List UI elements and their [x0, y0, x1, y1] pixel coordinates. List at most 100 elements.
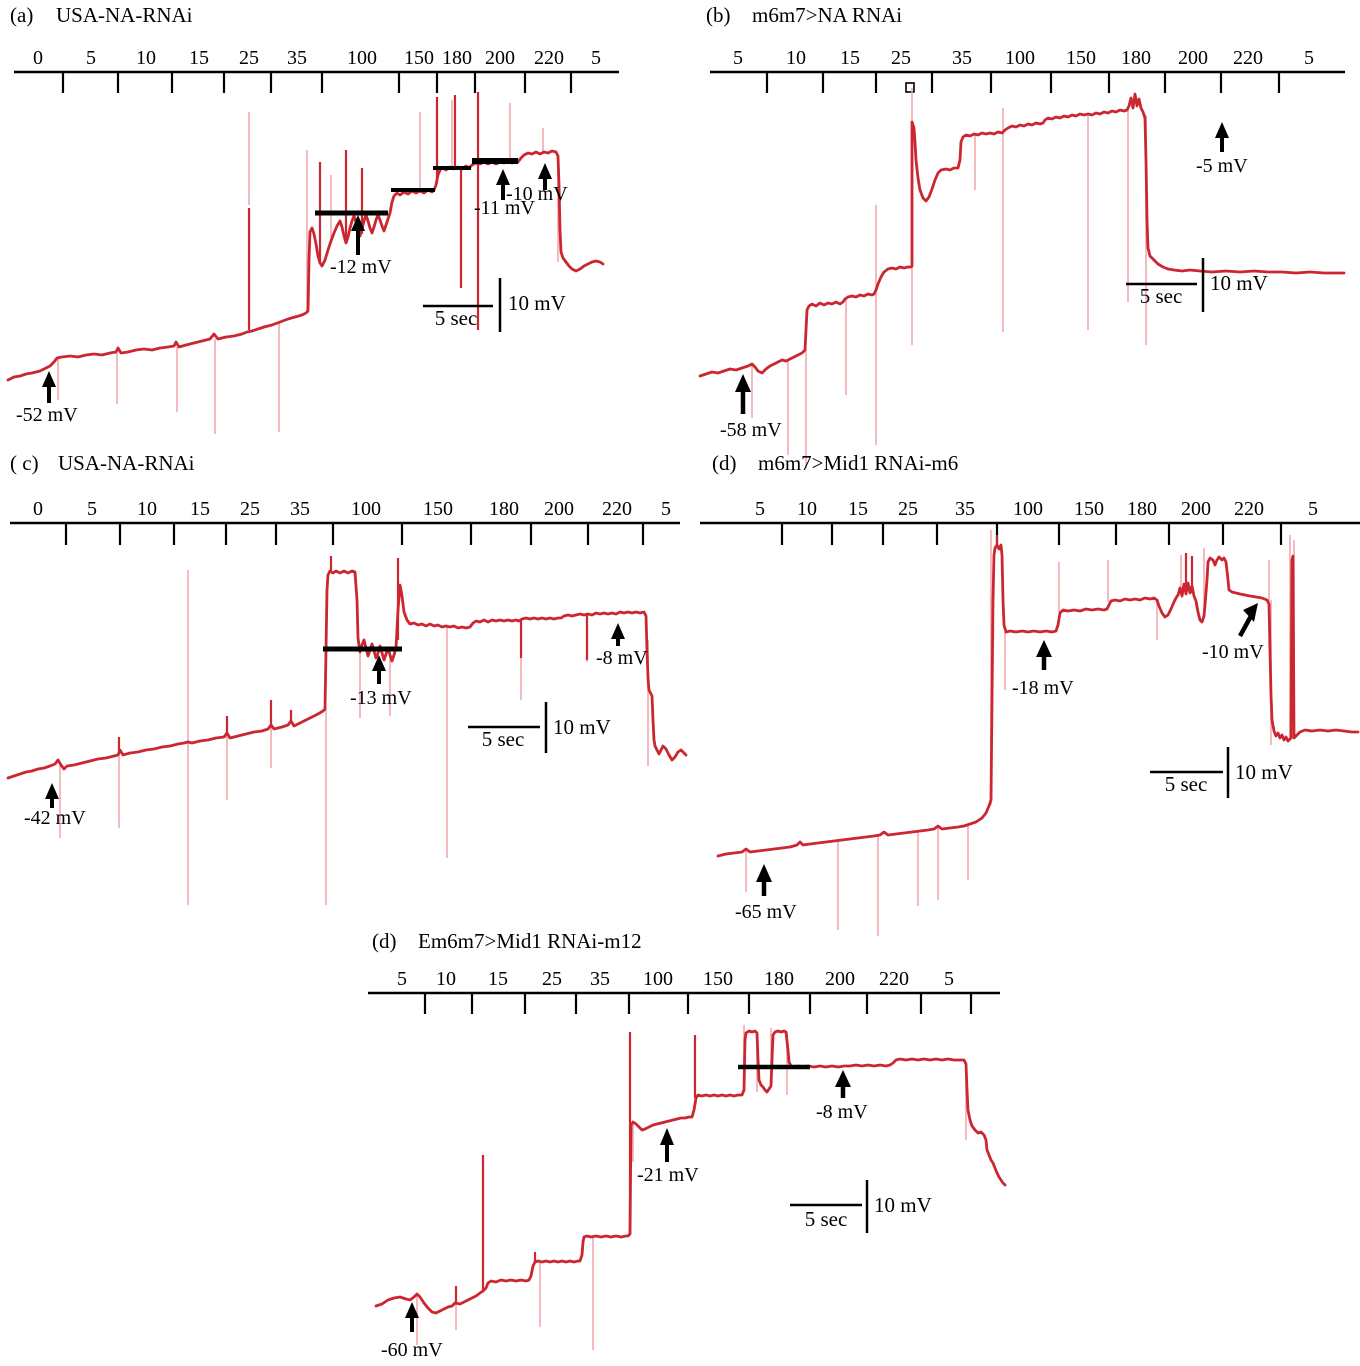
axis-e-label-2: 15: [488, 968, 508, 990]
axis-e-label-9: 220: [879, 968, 909, 990]
axis-a-label-9: 200: [485, 47, 515, 69]
panel-d-title: m6m7>Mid1 RNAi-m6: [758, 451, 958, 475]
axis-d-label-5: 100: [1013, 498, 1043, 520]
trace-b-light-spikes: [751, 88, 1147, 468]
axis-e-label-10: 5: [944, 968, 954, 990]
scalebar-e: 5 sec 10 mV: [790, 1180, 932, 1233]
axis-b-label-2: 15: [840, 47, 860, 69]
panel-a: (a) USA-NA-RNAi 0 5 10 15 25 35 100 150 …: [6, 3, 619, 434]
axis-b-label-10: 5: [1304, 47, 1314, 69]
annotation-d-18mv: -18 mV: [1012, 677, 1074, 699]
annotation-arrow-b-resting: -58 mV: [720, 374, 782, 441]
axis-b-label-9: 220: [1233, 47, 1263, 69]
annotation-arrow-d-resting: -65 mV: [735, 864, 797, 923]
scalebar-b: 5 sec 10 mV: [1126, 258, 1268, 312]
panel-b-tag: (b): [706, 3, 731, 27]
panel-c-title: USA-NA-RNAi: [58, 451, 195, 475]
panel-a-title: USA-NA-RNAi: [56, 3, 193, 27]
scalebar-c-time: 5 sec: [482, 727, 525, 751]
panel-d: (d) m6m7>Mid1 RNAi-m6 5 10 15 25 35 100 …: [700, 451, 1360, 936]
annotation-d-resting: -65 mV: [735, 901, 797, 923]
trace-d: [716, 543, 1360, 858]
axis-e-label-6: 150: [703, 968, 733, 990]
axis-c-label-5: 35: [290, 498, 310, 520]
small-square-marker: [905, 82, 915, 93]
annotation-b-5mv: -5 mV: [1196, 155, 1248, 177]
axis-e-label-1: 10: [436, 968, 456, 990]
annotation-arrow-a-10mv: -10 mV: [506, 163, 568, 205]
annotation-b-resting: -58 mV: [720, 419, 782, 441]
trace-c-dark-spikes: [117, 556, 589, 752]
panel-e-title: Em6m7>Mid1 RNAi-m12: [418, 929, 642, 953]
annotation-c-resting: -42 mV: [24, 807, 86, 829]
axis-a-label-10: 220: [534, 47, 564, 69]
axis-c-label-2: 10: [137, 498, 157, 520]
axis-b-label-4: 35: [952, 47, 972, 69]
axis-e-label-8: 200: [825, 968, 855, 990]
axis-b-label-7: 180: [1121, 47, 1151, 69]
axis-d-label-2: 15: [848, 498, 868, 520]
axis-d-label-10: 5: [1308, 498, 1318, 520]
scalebar-c: 5 sec 10 mV: [468, 702, 611, 753]
axis-e-label-7: 180: [764, 968, 794, 990]
trace-e-light-spikes: [416, 1025, 967, 1350]
annotation-arrow-c-resting: -42 mV: [24, 783, 86, 829]
axis-a-label-4: 25: [239, 47, 259, 69]
axis-c-label-4: 25: [240, 498, 260, 520]
annotation-arrow-b-5mv: -5 mV: [1196, 122, 1248, 177]
panel-e: (d) Em6m7>Mid1 RNAi-m12 5 10 15 25 35 10…: [368, 929, 1007, 1361]
trace-a-light-spikes: [57, 100, 559, 434]
axis-b-label-8: 200: [1178, 47, 1208, 69]
trace-d-light-spikes: [745, 530, 1295, 936]
annotation-arrow-e-resting: -60 mV: [381, 1302, 443, 1361]
trace-b: [698, 92, 1346, 378]
axis-d-label-9: 220: [1234, 498, 1264, 520]
annotation-arrow-d-18mv: -18 mV: [1012, 640, 1074, 699]
scalebar-d-voltage: 10 mV: [1235, 760, 1293, 784]
panel-a-axis: 0 5 10 15 25 35 100 150 180 200 220 5: [14, 47, 619, 93]
axis-a-label-6: 100: [347, 47, 377, 69]
scalebar-e-voltage: 10 mV: [874, 1193, 932, 1217]
scalebar-d-time: 5 sec: [1165, 772, 1208, 796]
annotation-d-10mv: -10 mV: [1202, 641, 1264, 663]
axis-d-label-1: 10: [797, 498, 817, 520]
axis-d-label-6: 150: [1074, 498, 1104, 520]
axis-c-label-11: 5: [661, 498, 671, 520]
annotation-e-8mv: -8 mV: [816, 1101, 868, 1123]
axis-a-label-5: 35: [287, 47, 307, 69]
annotation-c-13mv: -13 mV: [350, 687, 412, 709]
axis-c-label-6: 100: [351, 498, 381, 520]
axis-d-label-8: 200: [1181, 498, 1211, 520]
annotation-arrow-a-11mv: -11 mV: [474, 169, 535, 219]
panel-c-tag: ( c): [10, 451, 39, 475]
annotation-arrow-c-13mv: -13 mV: [350, 655, 412, 709]
axis-a-label-1: 5: [86, 47, 96, 69]
axis-d-label-7: 180: [1127, 498, 1157, 520]
annotation-arrow-e-8mv: -8 mV: [816, 1070, 868, 1123]
panel-a-tag: (a): [10, 3, 33, 27]
annotation-arrow-c-8mv: -8 mV: [596, 623, 648, 669]
panel-e-tag: (d): [372, 929, 397, 953]
axis-c-label-10: 220: [602, 498, 632, 520]
annotation-e-resting: -60 mV: [381, 1339, 443, 1361]
axis-a-label-0: 0: [33, 47, 43, 69]
trace-e-dark-spikes: [454, 1032, 697, 1303]
annotation-arrow-a-12mv: -12 mV: [330, 215, 392, 278]
scalebar-b-time: 5 sec: [1140, 284, 1183, 308]
axis-b-label-0: 5: [733, 47, 743, 69]
axis-b-label-5: 100: [1005, 47, 1035, 69]
panel-b: (b) m6m7>NA RNAi 5 10 15 25 35 100 150 1…: [698, 3, 1346, 468]
axis-e-label-4: 35: [590, 968, 610, 990]
scalebar-c-voltage: 10 mV: [553, 715, 611, 739]
scalebar-b-voltage: 10 mV: [1210, 271, 1268, 295]
trace-c: [6, 569, 688, 780]
scalebar-a-time: 5 sec: [435, 306, 478, 330]
axis-b-label-6: 150: [1066, 47, 1096, 69]
panel-c: ( c) USA-NA-RNAi 0 5 10 15 25 35 100 150…: [6, 451, 688, 905]
annotation-a-10mv: -10 mV: [506, 183, 568, 205]
panel-a-level-bars: [315, 158, 518, 216]
axis-b-label-3: 25: [891, 47, 911, 69]
panel-b-title: m6m7>NA RNAi: [752, 3, 902, 27]
